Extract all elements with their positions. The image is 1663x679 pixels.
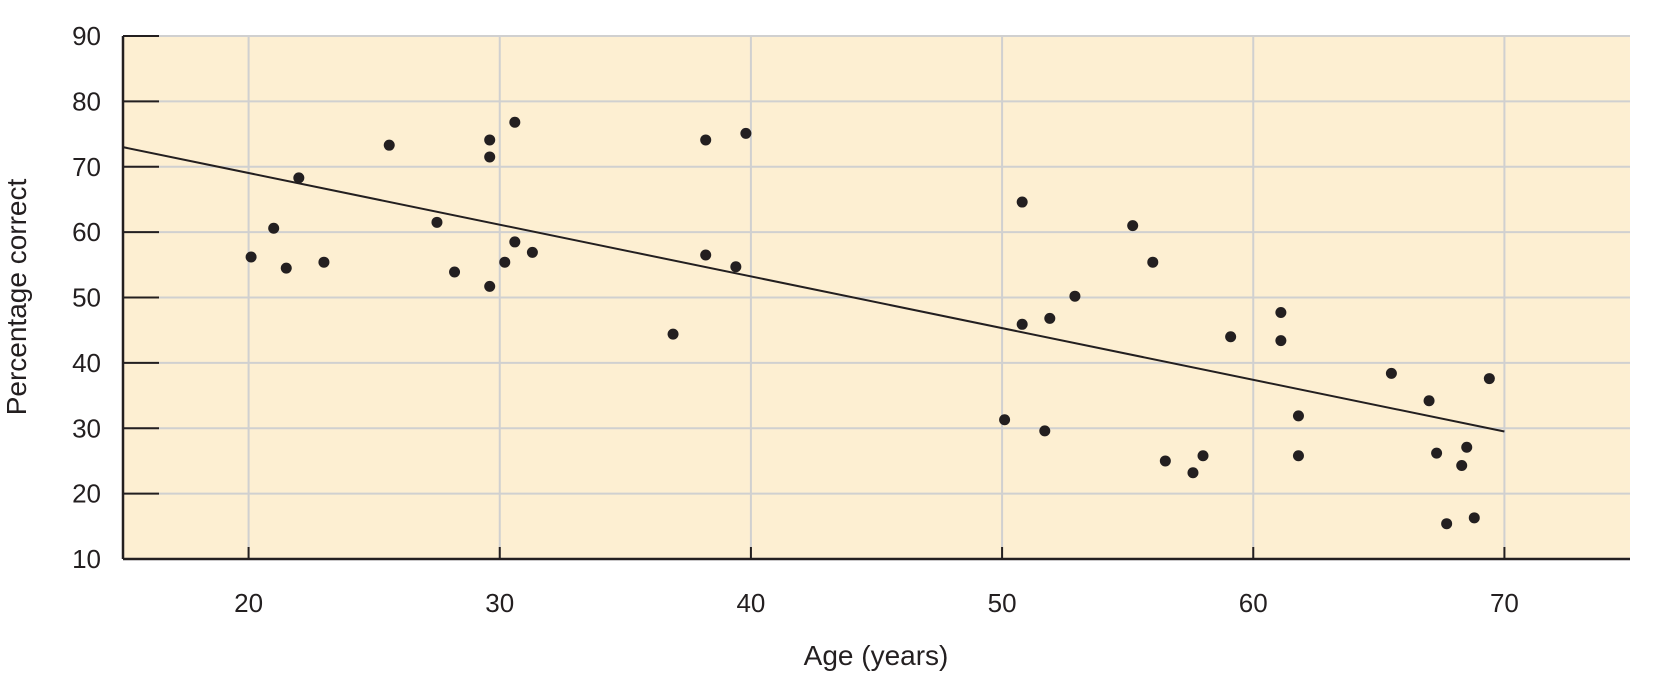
data-point: [268, 222, 280, 234]
data-point: [1197, 450, 1209, 462]
y-axis-title: Percentage correct: [1, 179, 32, 416]
y-tick-label: 40: [72, 348, 101, 378]
data-point: [667, 328, 679, 340]
data-point: [449, 266, 461, 278]
data-point: [700, 249, 712, 261]
tick-labels: 10 20 30 40 50 60 70 80 90 20 30 40 50 60 70: [72, 21, 1519, 618]
y-tick-label: 10: [72, 544, 101, 574]
x-tick-label: 50: [988, 588, 1017, 618]
data-point: [1275, 335, 1287, 347]
data-point: [1127, 220, 1139, 232]
data-point: [1016, 318, 1028, 330]
data-point: [318, 256, 330, 268]
data-point: [1483, 373, 1495, 385]
grid-lines: [123, 35, 1630, 560]
data-point: [730, 261, 742, 273]
data-point: [1461, 441, 1473, 453]
data-point: [740, 127, 752, 139]
trend-line-group: [122, 146, 1505, 433]
y-tick-label: 50: [72, 283, 101, 313]
y-tick-label: 20: [72, 479, 101, 509]
y-tick-label: 60: [72, 217, 101, 247]
data-point: [1147, 256, 1159, 268]
data-point: [1441, 518, 1453, 530]
data-point: [1431, 447, 1443, 459]
x-tick-label: 30: [485, 588, 514, 618]
axes: [121, 35, 1630, 561]
data-point: [280, 262, 292, 274]
x-tick-label: 70: [1490, 588, 1519, 618]
data-point: [1159, 455, 1171, 467]
data-point: [1039, 425, 1051, 437]
data-point: [1456, 460, 1468, 472]
x-axis-title: Age (years): [804, 640, 949, 671]
y-tick-label: 90: [72, 21, 101, 51]
x-tick-label: 60: [1239, 588, 1268, 618]
data-point: [499, 256, 511, 268]
x-tick-label: 40: [736, 588, 765, 618]
data-point: [999, 414, 1011, 426]
trend-line: [122, 146, 1505, 433]
data-point: [1292, 450, 1304, 462]
data-point: [484, 280, 496, 292]
data-point: [245, 251, 257, 263]
data-point: [484, 134, 496, 146]
data-point: [1044, 312, 1056, 324]
x-tick-label: 20: [234, 588, 263, 618]
data-point: [1069, 290, 1081, 302]
data-points: [245, 116, 1495, 530]
y-tick-label: 30: [72, 413, 101, 443]
data-point: [1385, 367, 1397, 379]
data-point: [484, 151, 496, 163]
data-point: [1275, 307, 1287, 319]
y-tick-label: 80: [72, 86, 101, 116]
data-point: [293, 172, 305, 184]
data-point: [700, 134, 712, 146]
y-tick-label: 70: [72, 152, 101, 182]
data-point: [526, 246, 538, 258]
data-point: [1468, 512, 1480, 524]
data-point: [509, 116, 521, 128]
data-point: [1225, 331, 1237, 343]
data-point: [1292, 410, 1304, 422]
data-point: [383, 139, 395, 151]
data-point: [1016, 196, 1028, 208]
data-point: [509, 236, 521, 248]
data-point: [1187, 467, 1199, 479]
data-point: [431, 216, 443, 228]
data-point: [1423, 395, 1435, 407]
